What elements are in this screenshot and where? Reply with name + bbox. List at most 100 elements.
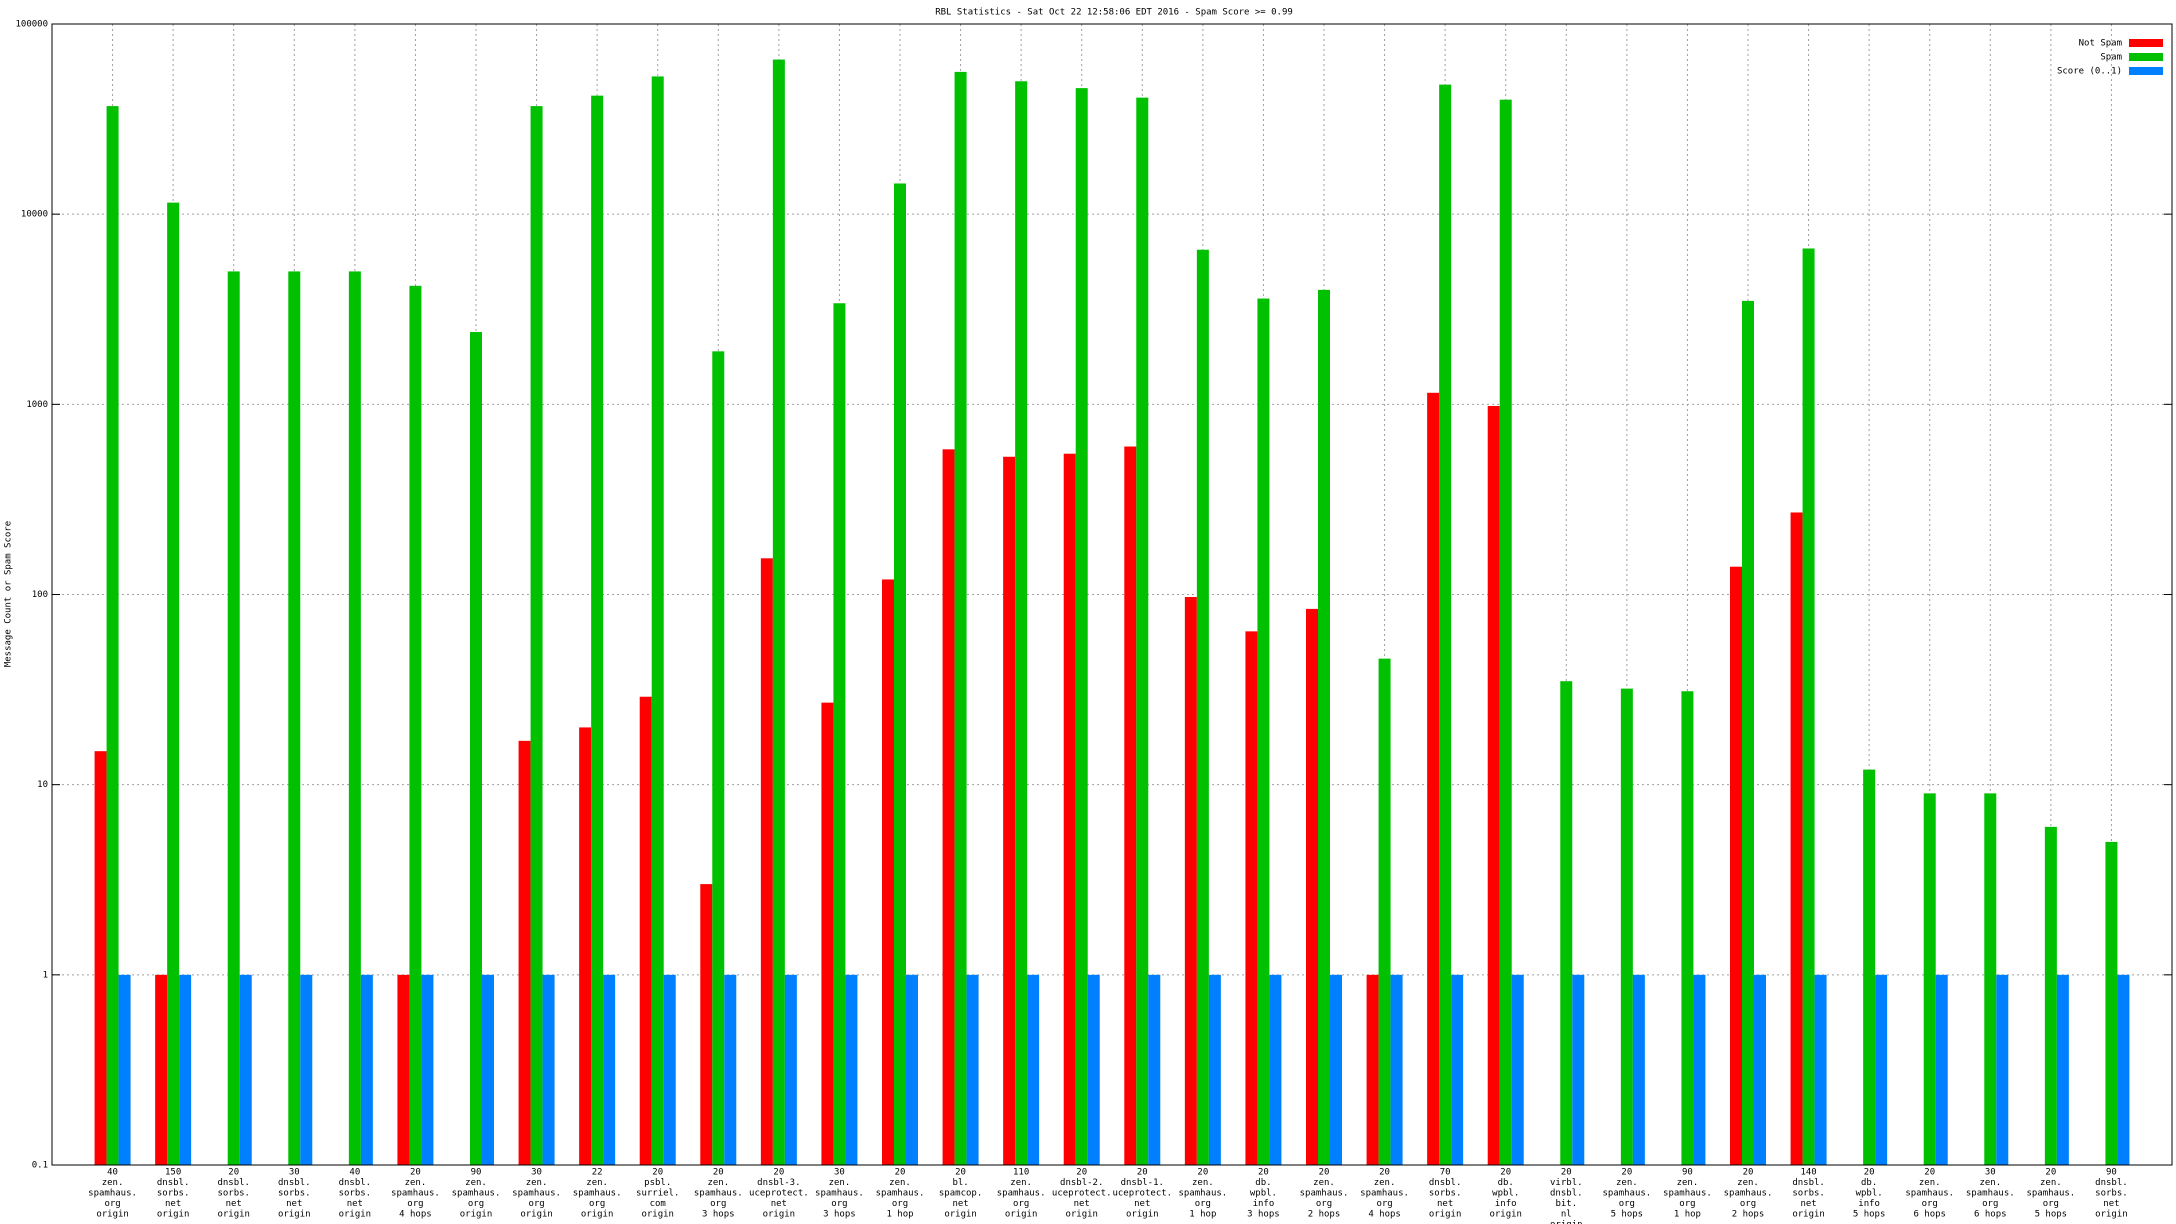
bar [2105, 841, 2118, 1165]
y-tick-label: 1 [43, 970, 48, 980]
x-tick-label: 5 hops [1611, 1210, 1644, 1220]
bar [1087, 974, 1100, 1165]
x-tick-label: 20 [228, 1168, 239, 1178]
bar [1730, 566, 1742, 1165]
bar [1451, 974, 1464, 1165]
x-tick-label: origin [520, 1210, 553, 1220]
bar [288, 271, 301, 1165]
x-tick-label: zen. [526, 1178, 548, 1188]
x-tick-label: 20 [1379, 1168, 1390, 1178]
x-tick-label: org [1316, 1199, 1332, 1209]
bar [1208, 974, 1221, 1165]
bar [772, 59, 785, 1166]
x-tick-label: org [1740, 1199, 1756, 1209]
bar [470, 332, 482, 1166]
bar [1814, 974, 1827, 1165]
y-tick-label: 100000 [15, 20, 48, 30]
x-tick-label: spamhaus. [815, 1189, 864, 1199]
bar [1196, 249, 1209, 1165]
x-tick-label: db. [1255, 1178, 1271, 1188]
x-tick-label: origin [1550, 1220, 1583, 1224]
x-tick-label: net [1134, 1199, 1150, 1209]
bar [1620, 688, 1633, 1165]
bar [1063, 453, 1076, 1165]
x-tick-label: 30 [289, 1168, 300, 1178]
bar [1923, 793, 1936, 1165]
bar [1184, 597, 1197, 1165]
bar [1427, 392, 1440, 1165]
x-tick-label: psbl. [644, 1178, 671, 1188]
bar [1306, 608, 1318, 1165]
x-tick-label: spamhaus. [512, 1189, 561, 1199]
bar [227, 271, 240, 1165]
x-tick-label: net [1800, 1199, 1816, 1209]
x-tick-label: origin [157, 1210, 190, 1220]
x-tick-label: 20 [895, 1168, 906, 1178]
x-tick-label: dnsbl-3. [757, 1178, 800, 1188]
bar [1124, 446, 1137, 1165]
x-tick-label: origin [278, 1210, 311, 1220]
x-tick-label: 20 [1743, 1168, 1754, 1178]
x-tick-label: 30 [1985, 1168, 1996, 1178]
x-tick-label: org [1619, 1199, 1635, 1209]
bar [239, 974, 252, 1165]
x-tick-label: com [650, 1199, 666, 1209]
x-tick-label: spamcop. [939, 1189, 982, 1199]
x-tick-label: zen. [1919, 1178, 1941, 1188]
x-tick-label: org [1013, 1199, 1029, 1209]
x-tick-label: 20 [1197, 1168, 1208, 1178]
bar [603, 974, 616, 1165]
y-tick-label: 1000 [26, 400, 48, 410]
bar [530, 106, 543, 1165]
x-tick-label: 90 [1682, 1168, 1693, 1178]
x-tick-label: dnsbl. [2095, 1178, 2128, 1188]
bar [542, 974, 555, 1165]
x-tick-label: origin [1005, 1210, 1038, 1220]
x-tick-label: wpbl. [1492, 1189, 1519, 1199]
legend-label: Spam [2100, 53, 2122, 63]
x-tick-label: 40 [349, 1168, 360, 1178]
x-tick-label: spamhaus. [1966, 1189, 2015, 1199]
x-tick-label: zen. [586, 1178, 608, 1188]
legend-swatch [2129, 53, 2163, 61]
bar [639, 696, 652, 1165]
x-tick-label: bl. [952, 1178, 968, 1188]
x-tick-label: uceprotect. [1112, 1189, 1172, 1199]
x-tick-label: org [1982, 1199, 1998, 1209]
bar [845, 974, 858, 1165]
x-tick-label: zen. [2040, 1178, 2062, 1188]
bar [1742, 300, 1754, 1165]
bar [651, 76, 664, 1165]
bar [966, 974, 979, 1165]
bar [1378, 658, 1391, 1165]
bar [833, 303, 846, 1165]
x-tick-label: 140 [1800, 1168, 1816, 1178]
x-tick-label: 20 [773, 1168, 784, 1178]
x-tick-label: org [710, 1199, 726, 1209]
x-tick-label: net [2103, 1199, 2119, 1209]
bar [784, 974, 797, 1165]
x-tick-label: sorbs. [157, 1189, 190, 1199]
x-tick-label: spamhaus. [573, 1189, 622, 1199]
bar [906, 974, 918, 1165]
y-tick-label: 100 [32, 590, 48, 600]
x-tick-label: spamhaus. [876, 1189, 925, 1199]
x-tick-label: org [468, 1199, 484, 1209]
x-tick-label: net [286, 1199, 302, 1209]
x-tick-label: 20 [1076, 1168, 1087, 1178]
legend-label: Score (0..1) [2057, 67, 2122, 77]
x-tick-label: info [1495, 1199, 1517, 1209]
x-tick-label: net [1074, 1199, 1090, 1209]
x-tick-label: 30 [531, 1168, 542, 1178]
bar [1003, 456, 1016, 1166]
x-tick-label: dnsbl-1. [1121, 1178, 1164, 1188]
x-tick-label: zen. [1374, 1178, 1396, 1188]
x-tick-label: db. [1861, 1178, 1877, 1188]
bar [1148, 974, 1161, 1165]
x-tick-label: 30 [834, 1168, 845, 1178]
x-tick-label: org [528, 1199, 544, 1209]
x-tick-label: surriel. [636, 1189, 679, 1199]
x-tick-label: 20 [955, 1168, 966, 1178]
x-tick-label: 20 [410, 1168, 421, 1178]
bar [106, 106, 119, 1165]
